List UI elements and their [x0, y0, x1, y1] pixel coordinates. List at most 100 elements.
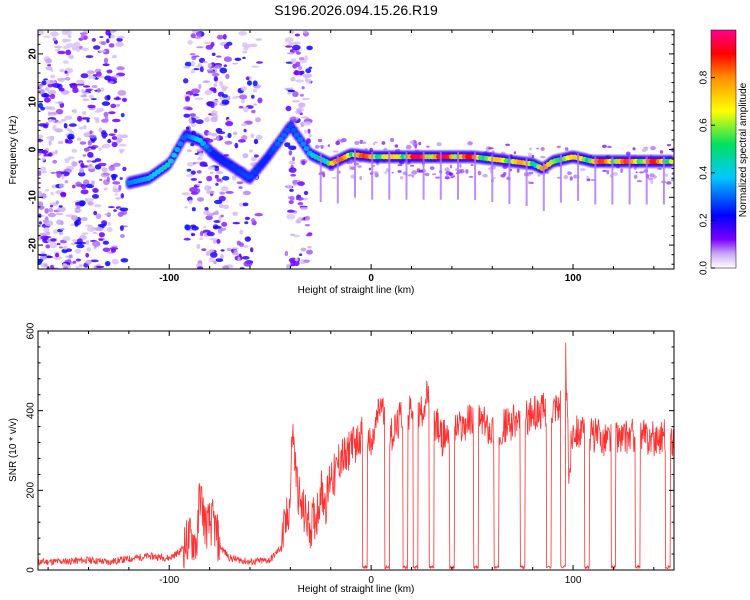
spectrogram-noise-speckle — [105, 116, 109, 122]
spectrogram-noise-speckle — [301, 86, 305, 90]
spectrogram-noise-speckle — [238, 105, 244, 109]
spectrogram-noise-speckle — [405, 144, 412, 150]
spectrogram-noise-speckle — [413, 142, 417, 145]
spectrogram-noise-speckle — [116, 37, 123, 42]
spectrogram-noise-speckle — [48, 112, 57, 115]
spectrogram-noise-speckle — [306, 45, 313, 51]
spectrogram-noise-speckle — [60, 191, 67, 198]
spectrogram-noise-speckle — [234, 211, 238, 216]
spectrogram-noise-speckle — [194, 152, 199, 155]
spectrogram-noise-speckle — [47, 255, 51, 258]
spectrogram-noise-speckle — [429, 166, 435, 170]
spectrogram-noise-speckle — [184, 206, 188, 209]
spectrogram-noise-speckle — [407, 174, 414, 177]
spectrogram-noise-speckle — [299, 59, 308, 64]
spectrogram-noise-speckle — [190, 170, 196, 175]
spectrogram-noise-speckle — [100, 130, 107, 135]
spectrogram-noise-speckle — [86, 165, 95, 170]
spectrogram-noise-speckle — [291, 44, 301, 51]
spectrogram-noise-speckle — [288, 30, 295, 34]
spectrogram-noise-speckle — [187, 40, 193, 45]
colorbar-tick-label: 0.2 — [699, 213, 710, 227]
spectrogram-noise-speckle — [411, 170, 418, 175]
spectrogram-noise-speckle — [256, 61, 263, 64]
spectrogram-ridge-cell — [174, 146, 181, 153]
spectrogram-ridge-cell — [261, 158, 268, 164]
spectrogram-noise-speckle — [220, 249, 225, 252]
spectrogram-noise-speckle — [295, 51, 301, 55]
snr-xtick-label: 0 — [368, 575, 374, 586]
spectrogram-noise-speckle — [639, 171, 644, 174]
spectrogram-noise-speckle — [80, 33, 85, 40]
spectrogram-noise-speckle — [540, 147, 545, 151]
spectrogram-noise-speckle — [47, 212, 57, 218]
spectrogram-noise-speckle — [199, 237, 204, 240]
spectrogram-noise-speckle — [106, 176, 111, 183]
spectrogram-noise-speckle — [546, 171, 549, 174]
spectrogram-noise-speckle — [215, 182, 219, 186]
spectrogram-leakage-streak — [577, 153, 580, 201]
spectrogram-noise-speckle — [38, 258, 44, 263]
spectrogram-noise-speckle — [62, 236, 71, 242]
spectrogram-noise-speckle — [219, 81, 223, 86]
spectrogram-noise-speckle — [206, 175, 213, 182]
spectrogram-noise-speckle — [41, 80, 47, 86]
spectrogram-noise-speckle — [45, 58, 53, 64]
spectrogram-noise-speckle — [77, 115, 83, 122]
spectrogram-noise-speckle — [111, 141, 118, 148]
spectrogram-noise-speckle — [44, 208, 49, 214]
colorbar-ticks: 0.0 0.2 0.4 0.6 0.8 — [699, 70, 715, 275]
spectrogram-noise-speckle — [118, 184, 122, 191]
spectrogram-ridge-cell — [164, 162, 171, 168]
spectrogram-noise-speckle — [47, 152, 53, 157]
spectrogram-leakage-streak — [388, 151, 391, 200]
spectrogram-noise-speckle — [301, 116, 309, 119]
spectrogram-ridge-cell — [280, 132, 287, 138]
spectrogram-noise-speckle — [222, 265, 230, 269]
spectrogram-noise-speckle — [63, 245, 68, 250]
spectrogram-leakage-streak — [645, 156, 648, 205]
spectrogram-noise-speckle — [243, 261, 253, 267]
spectrogram-noise-speckle — [198, 83, 202, 90]
spectrogram-noise-speckle — [435, 176, 441, 179]
spectrogram-noise-speckle — [207, 166, 216, 170]
spectrogram-noise-speckle — [650, 146, 656, 151]
spectrogram-noise-speckle — [104, 213, 112, 216]
spectrogram-noise-speckle — [55, 252, 60, 258]
spectrogram-noise-speckle — [620, 168, 623, 173]
spectrogram-noise-speckle — [449, 172, 453, 175]
spectrogram-noise-speckle — [211, 72, 220, 77]
spectrogram-leakage-streak — [611, 156, 614, 205]
spectrogram-noise-speckle — [68, 123, 77, 127]
spectrogram-noise-speckle — [426, 145, 430, 148]
spectrogram-noise-speckle — [219, 67, 228, 74]
spectrogram-noise-speckle — [567, 171, 572, 176]
spectrogram-leakage-streak — [542, 163, 545, 211]
snr-axes: -100 0 100 0 200 400 600 — [26, 322, 674, 586]
spectrogram-noise-speckle — [225, 73, 230, 80]
spectrogram-noise-speckle — [302, 73, 312, 79]
spectrogram-noise-speckle — [52, 159, 58, 164]
spectrogram-noise-speckle — [57, 77, 66, 81]
spectrogram-noise-speckle — [252, 80, 258, 87]
snr-frame — [37, 330, 675, 571]
spectrogram-noise-speckle — [286, 264, 291, 269]
spectrogram-noise-speckle — [79, 167, 84, 173]
spectrogram-noise-speckle — [666, 181, 672, 185]
spectrogram-noise-speckle — [91, 38, 96, 42]
spectrogram-ridge-cell — [268, 149, 274, 156]
spectrogram-noise-speckle — [199, 161, 208, 167]
spectrogram-noise-speckle — [306, 249, 313, 255]
spectrogram-noise-speckle — [289, 188, 294, 192]
spectrogram-noise-speckle — [113, 162, 121, 167]
spectrogram-noise-speckle — [216, 34, 224, 40]
spectrogram-ridge-cell — [303, 145, 310, 152]
spectrogram-noise-speckle — [60, 220, 64, 226]
spectrogram-noise-speckle — [102, 143, 111, 149]
spectrogram-noise-speckle — [67, 133, 75, 140]
spectrogram-noise-speckle — [117, 90, 127, 96]
spectrogram-ridge-cell — [297, 136, 304, 142]
spectrogram-noise-speckle — [51, 119, 56, 123]
spectrogram-noise-speckle — [232, 247, 239, 250]
snr-ylabel: SNR (10 * v/v) — [8, 418, 19, 482]
